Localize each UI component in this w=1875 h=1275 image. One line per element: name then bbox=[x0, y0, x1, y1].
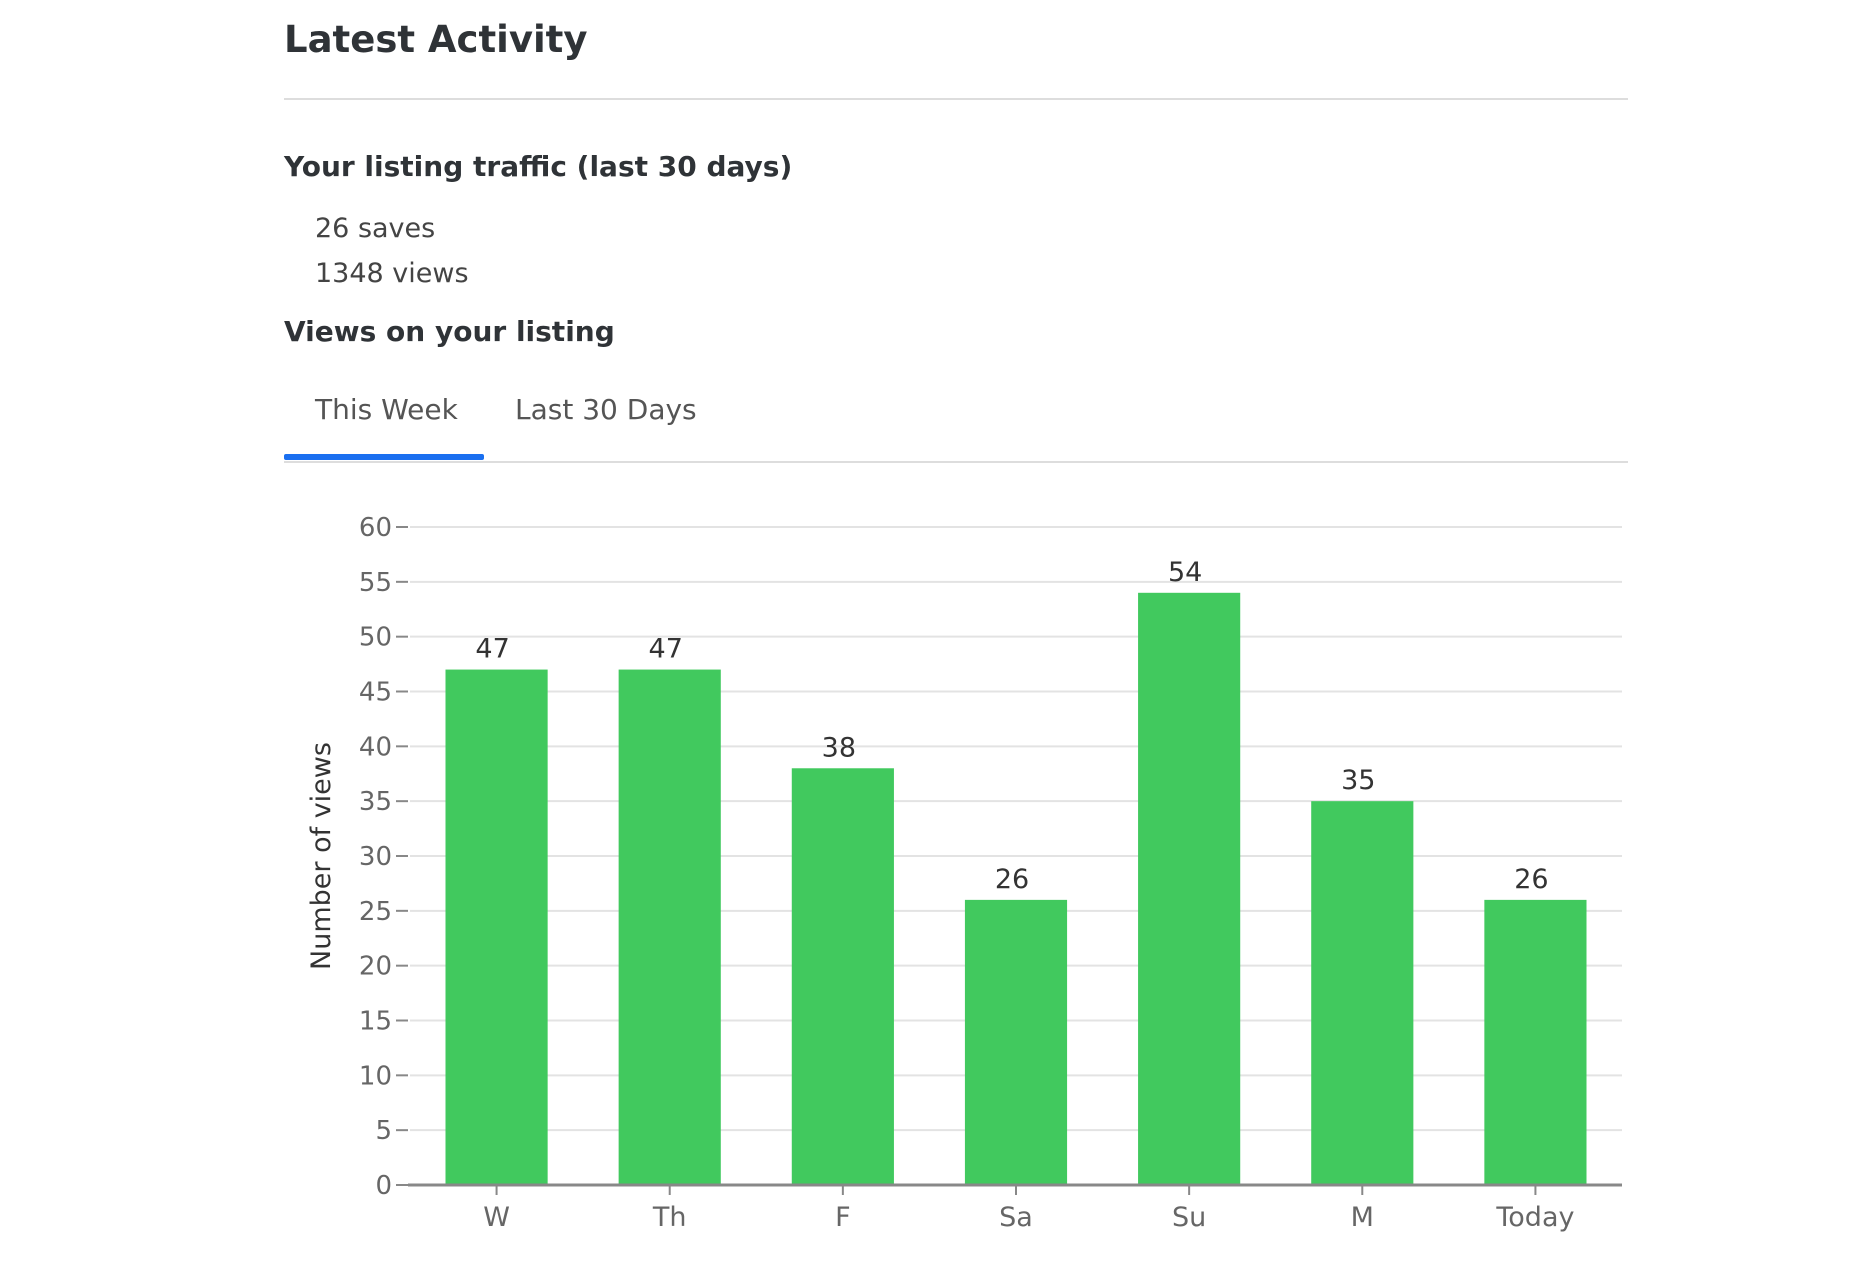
views-count: 1348 views bbox=[315, 258, 469, 289]
bar-value-label: 26 bbox=[1514, 864, 1548, 895]
y-tick-label: 40 bbox=[359, 732, 392, 762]
x-tick-label: Sa bbox=[999, 1202, 1033, 1233]
y-tick-label: 25 bbox=[359, 897, 392, 927]
bar-value-label: 47 bbox=[475, 634, 509, 665]
x-tick-label: Th bbox=[652, 1202, 687, 1233]
views-heading: Views on your listing bbox=[284, 315, 615, 348]
x-tick-label: F bbox=[835, 1202, 851, 1233]
bar-su[interactable] bbox=[1138, 592, 1241, 1185]
tabs-divider bbox=[284, 461, 1628, 463]
y-tick-label: 55 bbox=[359, 568, 392, 598]
y-tick-label: 15 bbox=[359, 1007, 392, 1037]
y-tick-label: 60 bbox=[359, 513, 392, 543]
bar-th[interactable] bbox=[618, 669, 721, 1185]
chart-axes: 0 5 10 15 20 25 30 35 40 45 50 55 60 W Th F Sa Su M Today bbox=[359, 513, 1622, 1233]
y-tick-label: 20 bbox=[359, 952, 392, 982]
x-tick-label: M bbox=[1351, 1202, 1374, 1233]
tab-last-30-days[interactable]: Last 30 Days bbox=[515, 393, 697, 426]
active-tab-indicator bbox=[284, 454, 484, 460]
bar-w[interactable] bbox=[445, 669, 548, 1185]
page-title: Latest Activity bbox=[284, 18, 588, 61]
y-tick-label: 50 bbox=[359, 623, 392, 653]
views-tabs: This Week Last 30 Days bbox=[284, 385, 1628, 463]
bar-value-label: 54 bbox=[1168, 557, 1202, 588]
x-tick-label: W bbox=[483, 1202, 510, 1233]
bar-m[interactable] bbox=[1311, 801, 1414, 1185]
bar-today[interactable] bbox=[1484, 899, 1587, 1185]
y-tick-label: 0 bbox=[375, 1171, 392, 1201]
bar-value-label: 47 bbox=[649, 634, 683, 665]
x-tick-label: Today bbox=[1495, 1202, 1574, 1233]
y-tick-label: 5 bbox=[375, 1116, 392, 1146]
y-tick-label: 35 bbox=[359, 787, 392, 817]
traffic-heading: Your listing traffic (last 30 days) bbox=[284, 150, 793, 183]
bar-value-label: 38 bbox=[822, 732, 856, 763]
bar-f[interactable] bbox=[791, 768, 894, 1185]
x-tick-label: Su bbox=[1172, 1202, 1206, 1233]
y-tick-label: 10 bbox=[359, 1061, 392, 1091]
y-axis-title: Number of views bbox=[306, 742, 337, 970]
divider bbox=[284, 98, 1628, 100]
y-tick-label: 45 bbox=[359, 678, 392, 708]
bar-sa[interactable] bbox=[964, 899, 1068, 1185]
bar-value-label: 35 bbox=[1341, 765, 1375, 796]
saves-count: 26 saves bbox=[315, 213, 436, 244]
tab-this-week[interactable]: This Week bbox=[315, 393, 458, 426]
bar-value-label: 26 bbox=[995, 864, 1029, 895]
y-tick-label: 30 bbox=[359, 842, 392, 872]
chart-bars: 47 47 38 26 54 35 26 bbox=[445, 557, 1587, 1185]
